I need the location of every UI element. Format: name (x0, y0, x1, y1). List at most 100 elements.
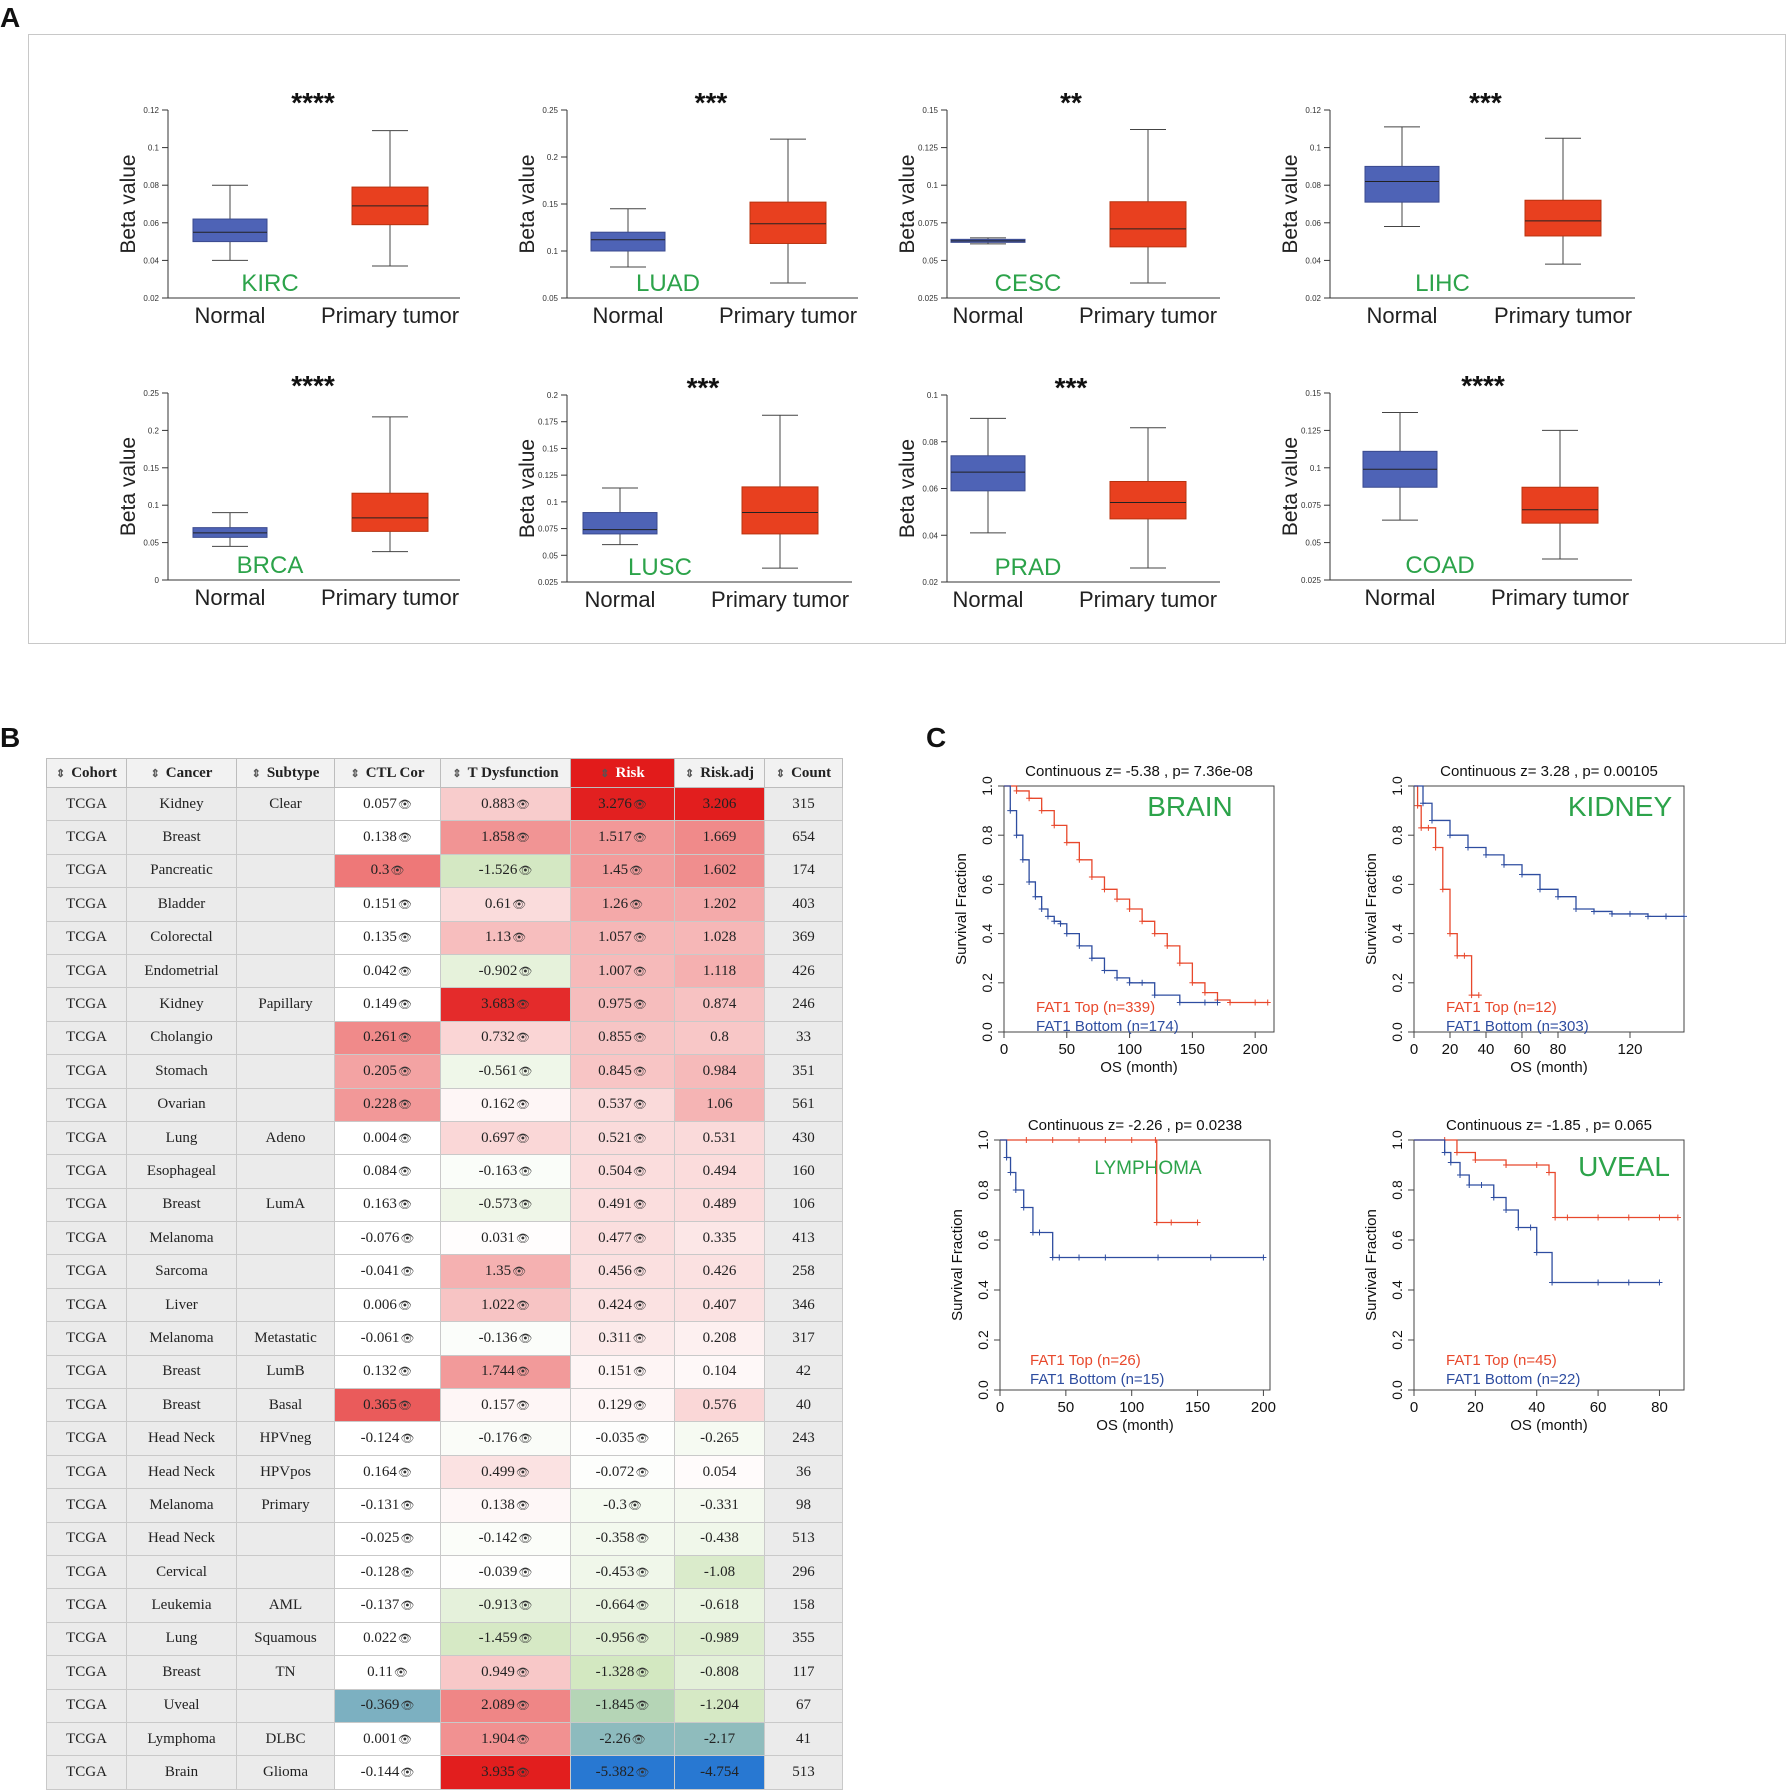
cell-risk[interactable]: 0.151👁 (570, 1354, 675, 1390)
sort-icon[interactable]: ⇕ (350, 767, 360, 780)
eye-icon[interactable]: 👁 (400, 1767, 415, 1780)
cell-risk[interactable]: 0.975👁 (570, 987, 675, 1022)
cell-t-dysfunction[interactable]: 1.904👁 (440, 1721, 571, 1757)
eye-icon[interactable]: 👁 (635, 1533, 650, 1546)
cell-t-dysfunction[interactable]: 1.744👁 (440, 1354, 571, 1390)
cell-t-dysfunction[interactable]: -0.913👁 (440, 1588, 571, 1623)
cell-risk[interactable]: 3.276👁 (570, 786, 675, 822)
column-header-cancer[interactable]: ⇕ Cancer (126, 758, 237, 788)
cell-risk[interactable]: 0.491👁 (570, 1187, 675, 1223)
cell-risk[interactable]: 1.057👁 (570, 920, 675, 955)
cell-t-dysfunction[interactable]: 0.61👁 (440, 887, 571, 922)
eye-icon[interactable]: 👁 (635, 1700, 650, 1713)
cell-t-dysfunction[interactable]: -0.136👁 (440, 1321, 571, 1356)
cell-t-dysfunction[interactable]: 0.031👁 (440, 1221, 571, 1256)
cell-t-dysfunction[interactable]: 0.157👁 (440, 1388, 571, 1423)
sort-icon[interactable]: ⇕ (55, 767, 66, 780)
eye-icon[interactable]: 👁 (635, 1600, 650, 1613)
eye-icon[interactable]: 👁 (397, 798, 412, 811)
cell-risk[interactable]: 1.007👁 (570, 953, 675, 989)
eye-icon[interactable]: 👁 (515, 832, 530, 845)
cell-ctl-cor[interactable]: 0.057👁 (334, 786, 441, 822)
cell-t-dysfunction[interactable]: -0.573👁 (440, 1187, 571, 1223)
cell-t-dysfunction[interactable]: 1.858👁 (440, 820, 571, 855)
cell-ctl-cor[interactable]: 0.138👁 (334, 820, 441, 855)
eye-icon[interactable]: 👁 (635, 1633, 650, 1646)
cell-t-dysfunction[interactable]: -1.459👁 (440, 1621, 571, 1657)
eye-icon[interactable]: 👁 (518, 1165, 533, 1178)
cell-t-dysfunction[interactable]: -0.902👁 (440, 953, 571, 989)
eye-icon[interactable]: 👁 (397, 965, 412, 978)
eye-icon[interactable]: 👁 (397, 898, 412, 911)
cell-ctl-cor[interactable]: -0.131👁 (334, 1488, 441, 1523)
eye-icon[interactable]: 👁 (397, 1065, 412, 1078)
sort-icon[interactable]: ⇕ (775, 767, 786, 780)
eye-icon[interactable]: 👁 (515, 1032, 530, 1045)
eye-icon[interactable]: 👁 (397, 1399, 412, 1412)
eye-icon[interactable]: 👁 (397, 1299, 412, 1312)
cell-risk[interactable]: 0.424👁 (570, 1287, 675, 1323)
eye-icon[interactable]: 👁 (632, 1399, 647, 1412)
cell-ctl-cor[interactable]: 0.001👁 (334, 1721, 441, 1757)
column-header-t-dysfunction[interactable]: ⇕ T Dysfunction (440, 758, 571, 788)
cell-ctl-cor[interactable]: 0.022👁 (334, 1621, 441, 1657)
cell-t-dysfunction[interactable]: 0.499👁 (440, 1454, 571, 1490)
eye-icon[interactable]: 👁 (393, 1666, 408, 1679)
cell-risk[interactable]: 0.311👁 (570, 1321, 675, 1356)
cell-ctl-cor[interactable]: 0.135👁 (334, 920, 441, 955)
sort-icon[interactable]: ⇕ (452, 767, 462, 780)
eye-icon[interactable]: 👁 (632, 965, 647, 978)
cell-ctl-cor[interactable]: 0.11👁 (334, 1655, 441, 1690)
eye-icon[interactable]: 👁 (400, 1600, 415, 1613)
cell-ctl-cor[interactable]: 0.228👁 (334, 1087, 441, 1122)
eye-icon[interactable]: 👁 (635, 1566, 650, 1579)
eye-icon[interactable]: 👁 (632, 798, 647, 811)
eye-icon[interactable]: 👁 (400, 1266, 415, 1279)
cell-ctl-cor[interactable]: -0.128👁 (334, 1554, 441, 1590)
eye-icon[interactable]: 👁 (400, 1232, 415, 1245)
eye-icon[interactable]: 👁 (515, 1733, 530, 1746)
cell-ctl-cor[interactable]: -0.025👁 (334, 1521, 441, 1556)
eye-icon[interactable]: 👁 (632, 1199, 647, 1212)
eye-icon[interactable]: 👁 (515, 1399, 530, 1412)
eye-icon[interactable]: 👁 (518, 965, 533, 978)
eye-icon[interactable]: 👁 (397, 832, 412, 845)
eye-icon[interactable]: 👁 (397, 1633, 412, 1646)
eye-icon[interactable]: 👁 (515, 1299, 530, 1312)
cell-t-dysfunction[interactable]: 1.35👁 (440, 1254, 571, 1289)
cell-t-dysfunction[interactable]: -0.142👁 (440, 1521, 571, 1556)
eye-icon[interactable]: 👁 (397, 1132, 412, 1145)
eye-icon[interactable]: 👁 (400, 1499, 415, 1512)
eye-icon[interactable]: 👁 (518, 1065, 533, 1078)
cell-t-dysfunction[interactable]: -0.163👁 (440, 1154, 571, 1189)
cell-risk[interactable]: 0.504👁 (570, 1154, 675, 1189)
cell-ctl-cor[interactable]: 0.3👁 (334, 853, 441, 889)
cell-ctl-cor[interactable]: 0.164👁 (334, 1454, 441, 1490)
eye-icon[interactable]: 👁 (632, 1366, 647, 1379)
eye-icon[interactable]: 👁 (632, 1266, 647, 1279)
eye-icon[interactable]: 👁 (627, 1499, 642, 1512)
eye-icon[interactable]: 👁 (635, 1433, 650, 1446)
eye-icon[interactable]: 👁 (515, 1132, 530, 1145)
eye-icon[interactable]: 👁 (397, 932, 412, 945)
cell-risk[interactable]: 1.45👁 (570, 853, 675, 889)
eye-icon[interactable]: 👁 (515, 1366, 530, 1379)
eye-icon[interactable]: 👁 (518, 1533, 533, 1546)
column-header-risk[interactable]: ⇕ Risk (570, 758, 675, 788)
sort-icon[interactable]: ⇕ (685, 767, 695, 780)
cell-ctl-cor[interactable]: 0.261👁 (334, 1020, 441, 1056)
cell-t-dysfunction[interactable]: 3.683👁 (440, 987, 571, 1022)
cell-risk[interactable]: 0.477👁 (570, 1221, 675, 1256)
cell-risk[interactable]: -0.035👁 (570, 1421, 675, 1456)
eye-icon[interactable]: 👁 (629, 865, 644, 878)
cell-ctl-cor[interactable]: -0.144👁 (334, 1755, 441, 1790)
cell-t-dysfunction[interactable]: 0.162👁 (440, 1087, 571, 1122)
eye-icon[interactable]: 👁 (631, 1733, 646, 1746)
column-header-subtype[interactable]: ⇕ Subtype (236, 758, 335, 788)
cell-t-dysfunction[interactable]: -0.561👁 (440, 1054, 571, 1089)
eye-icon[interactable]: 👁 (635, 1767, 650, 1780)
column-header-ctl-cor[interactable]: ⇕ CTL Cor (334, 758, 441, 788)
cell-ctl-cor[interactable]: 0.205👁 (334, 1054, 441, 1089)
cell-ctl-cor[interactable]: 0.084👁 (334, 1154, 441, 1189)
cell-risk[interactable]: 0.845👁 (570, 1054, 675, 1089)
